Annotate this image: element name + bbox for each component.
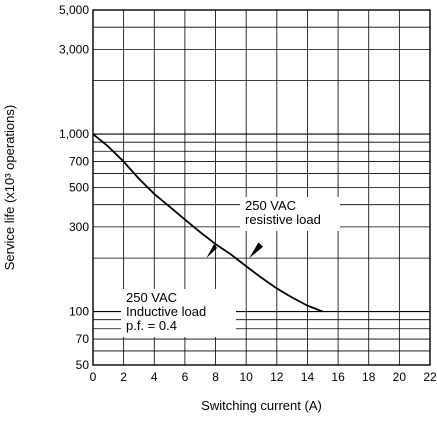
resistive-pointer	[249, 242, 264, 259]
x-tick-label: 14	[301, 370, 315, 384]
x-tick-label: 12	[270, 370, 284, 384]
x-tick-label: 0	[90, 370, 97, 384]
x-tick-label: 20	[393, 370, 407, 384]
y-tick-label: 5,000	[59, 3, 89, 17]
plot-border	[92, 9, 431, 366]
annotation-bg	[240, 197, 340, 231]
tick-labels: 0 2 4 6 8 10 12 14 16 18 20 22 50 70 100 300 500 700 1,000…	[59, 3, 437, 384]
inductive-pointer	[206, 244, 218, 259]
y-tick-label: 300	[69, 220, 89, 234]
service-life-curve	[92, 133, 324, 313]
x-tick-label: 22	[423, 370, 437, 384]
y-tick-label: 70	[76, 332, 90, 346]
y-axis-title: Service life (x10³ operations)	[2, 105, 17, 270]
y-tick-label: 50	[76, 358, 90, 372]
annotation-bg	[121, 289, 236, 337]
curve-layer	[92, 133, 324, 313]
annotation-line: 250 VAC	[126, 290, 177, 305]
x-tick-label: 2	[120, 370, 127, 384]
x-tick-label: 4	[151, 370, 158, 384]
y-tick-label: 3,000	[59, 42, 89, 56]
x-tick-label: 6	[182, 370, 189, 384]
annotation-line: Inductive load	[126, 304, 206, 319]
x-tick-label: 8	[212, 370, 219, 384]
x-tick-label: 18	[362, 370, 376, 384]
y-tick-label: 100	[69, 305, 89, 319]
y-tick-label: 500	[69, 181, 89, 195]
x-axis-title: Switching current (A)	[201, 398, 322, 413]
plot-frame	[92, 9, 431, 366]
annotation-line: p.f. = 0.4	[126, 318, 177, 333]
y-tick-label: 700	[69, 155, 89, 169]
x-tick-label: 16	[331, 370, 345, 384]
annotation-backgrounds	[121, 197, 340, 337]
annotation-line: 250 VAC	[245, 198, 296, 213]
x-tick-label: 10	[240, 370, 254, 384]
annotation-line: resistive load	[245, 212, 321, 227]
y-tick-label: 1,000	[59, 127, 89, 141]
